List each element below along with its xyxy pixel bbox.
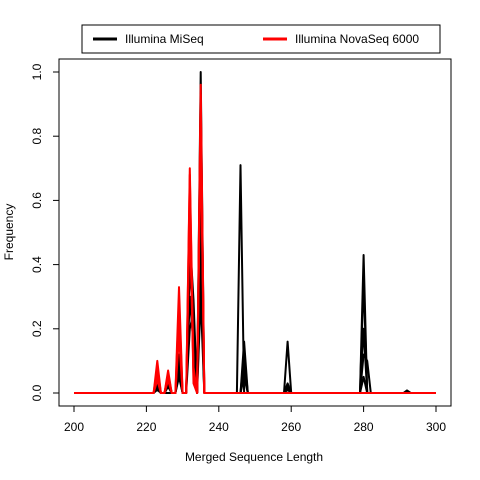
y-tick-label: 0.4: [30, 256, 44, 273]
legend: Illumina MiSeq Illumina NovaSeq 6000: [81, 24, 441, 54]
x-tick-label: 200: [64, 420, 84, 434]
legend-label-miseq: Illumina MiSeq: [125, 32, 204, 46]
series-line-miseq-1: [74, 71, 436, 394]
x-axis: 200 220 240 260 280 300: [64, 405, 446, 434]
y-tick-label: 0.0: [30, 384, 44, 401]
series-line-novaseq-4: [74, 135, 436, 394]
x-tick-label: 280: [354, 420, 374, 434]
y-tick-label: 0.8: [30, 128, 44, 145]
y-tick-label: 1.0: [30, 63, 44, 80]
y-axis-label: Frequency: [2, 204, 16, 261]
y-axis: 0.0 0.2 0.4 0.6 0.8 1.0: [30, 63, 60, 401]
legend-label-novaseq: Illumina NovaSeq 6000: [295, 32, 419, 46]
series-line-novaseq-2: [74, 93, 436, 394]
series-line-miseq-5: [74, 295, 436, 394]
series-line-novaseq-3: [74, 109, 436, 394]
series-line-novaseq-1: [74, 83, 436, 394]
x-axis-label: Merged Sequence Length: [185, 450, 323, 464]
x-tick-label: 220: [136, 420, 156, 434]
x-tick-label: 240: [209, 420, 229, 434]
y-tick-label: 0.2: [30, 320, 44, 337]
series-line-miseq-4: [74, 270, 436, 394]
x-tick-label: 260: [281, 420, 301, 434]
legend-box: [81, 24, 441, 54]
plot-lines: [74, 71, 436, 394]
series-line-miseq-2: [74, 183, 436, 394]
y-tick-label: 0.6: [30, 192, 44, 209]
x-tick-label: 300: [426, 420, 446, 434]
plot-frame: [58, 58, 452, 407]
series-line-miseq-3: [74, 231, 436, 394]
